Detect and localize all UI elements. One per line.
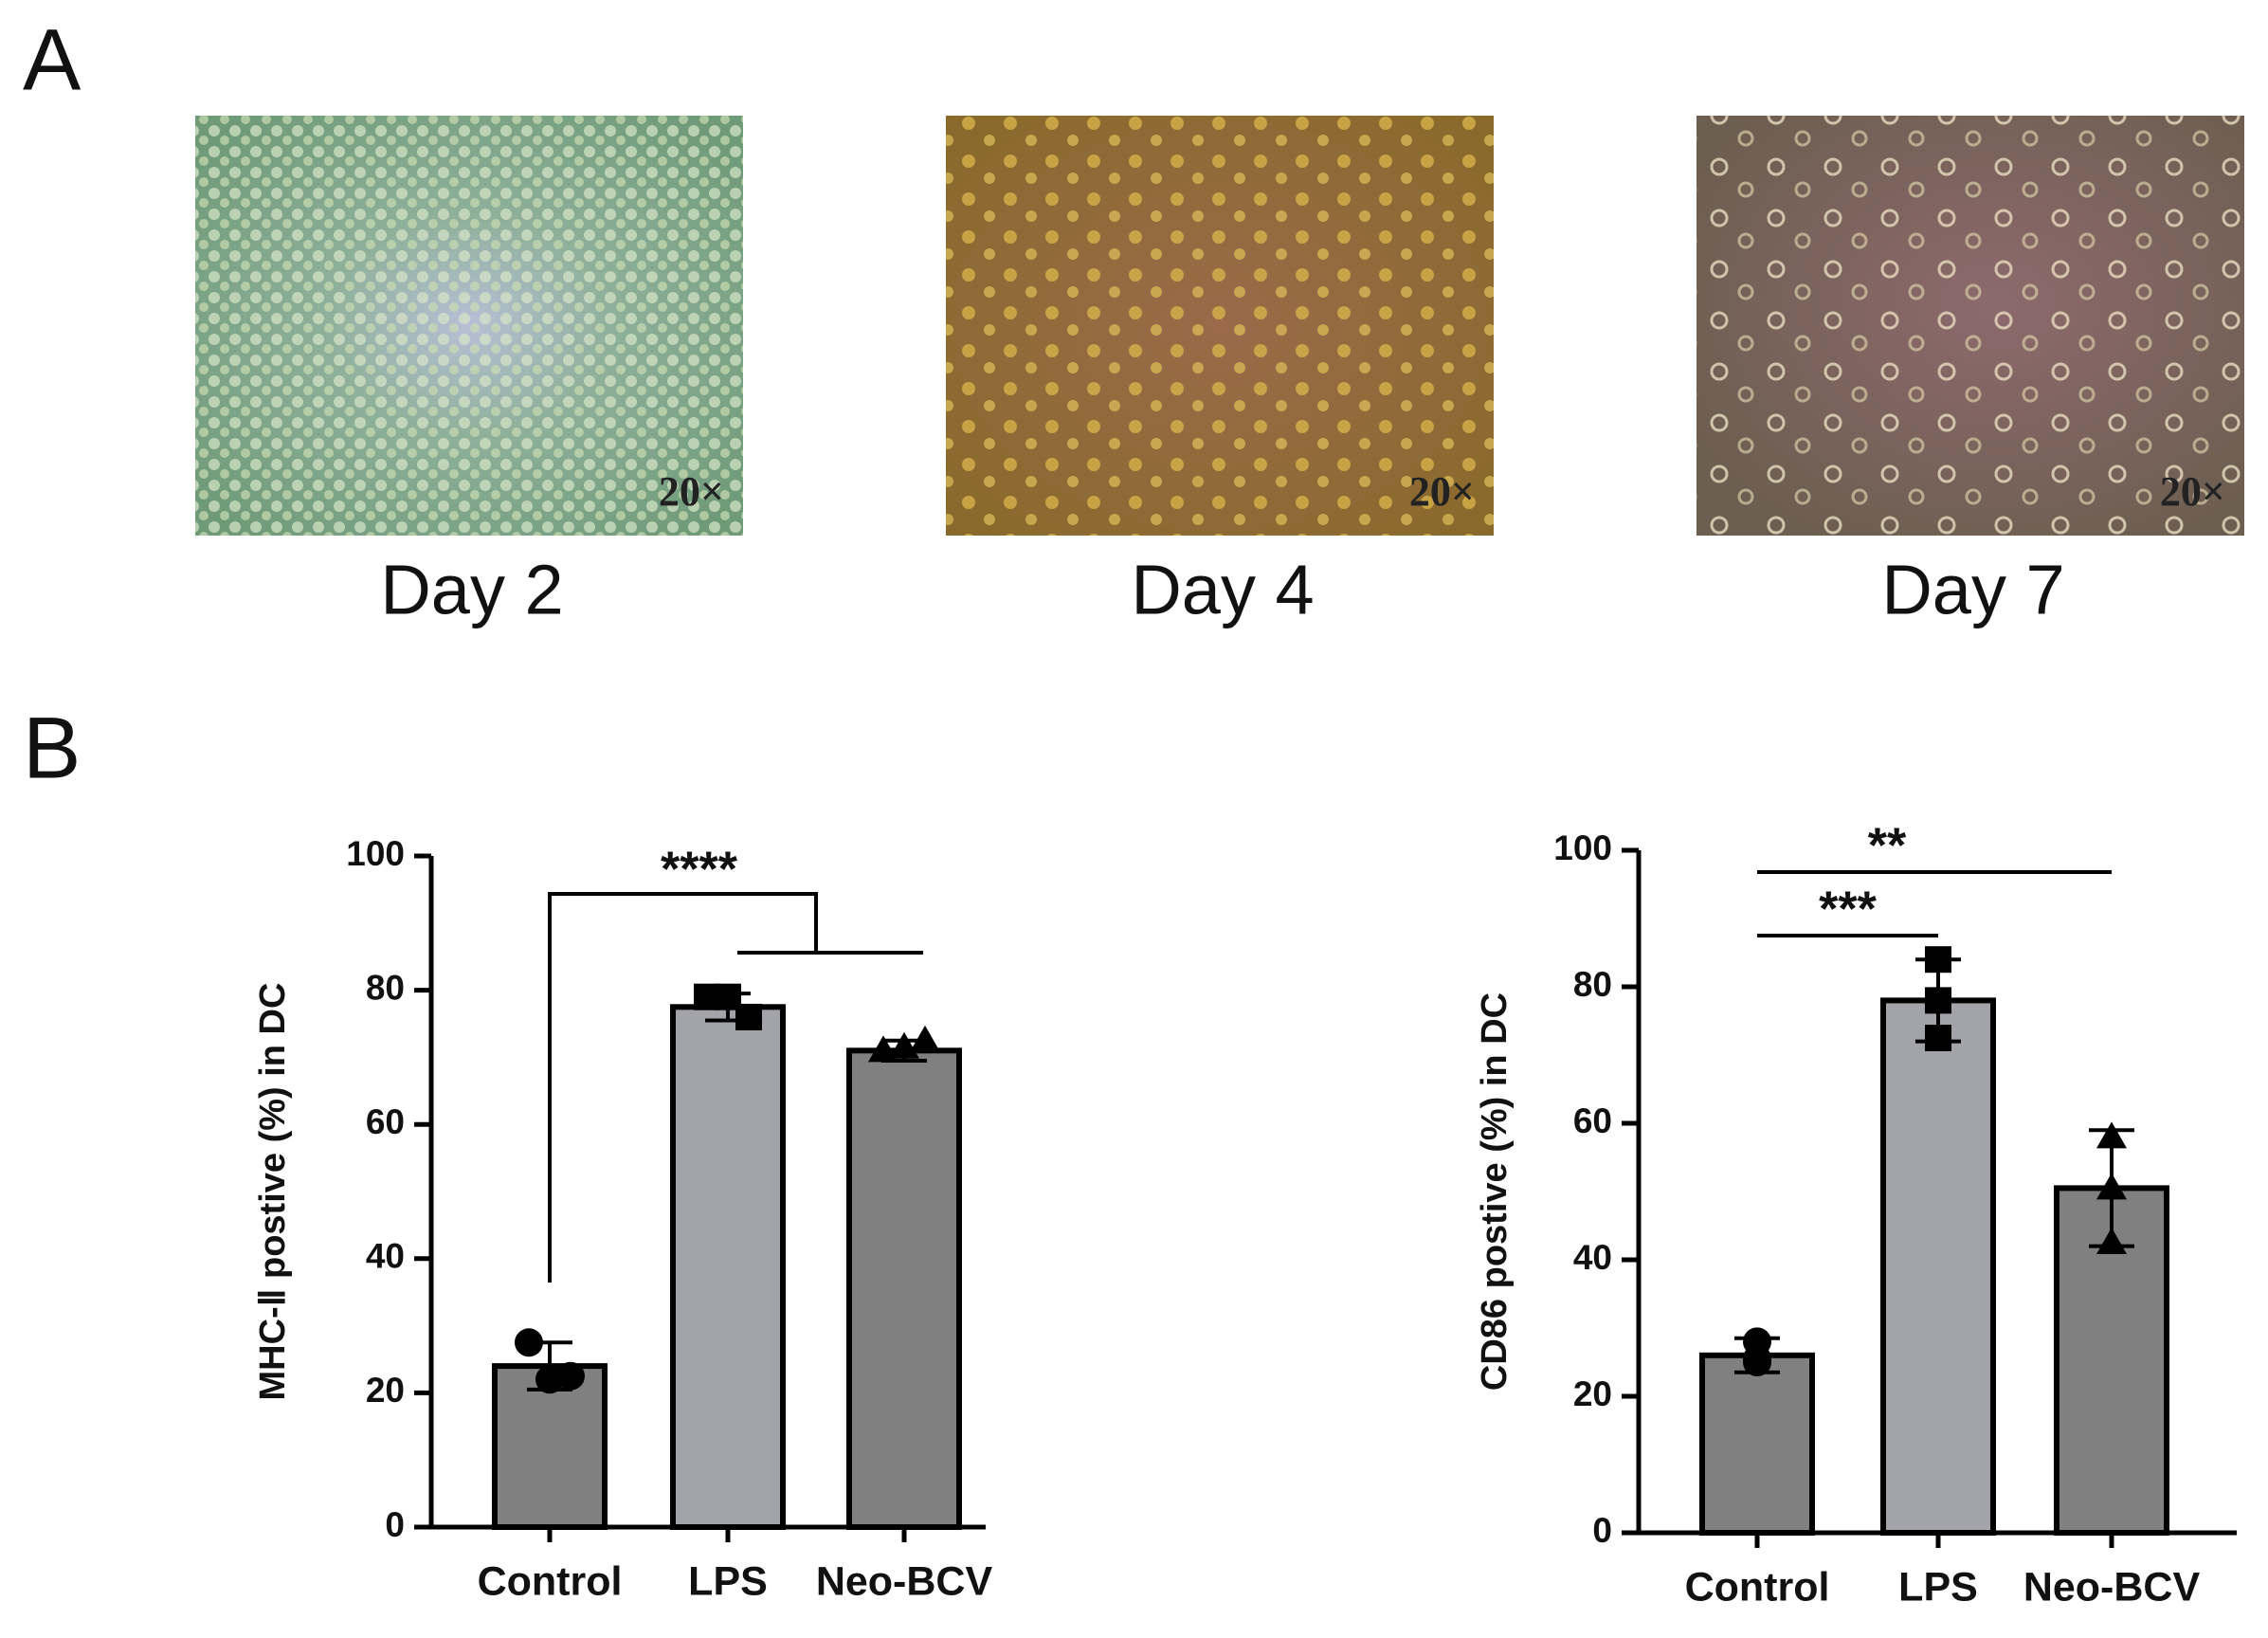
y-tick-label: 60 (366, 1102, 405, 1141)
y-tick-label: 0 (1592, 1511, 1612, 1550)
y-axis-label: CD86 postive (%) in DC (1475, 992, 1515, 1391)
y-tick-label: 20 (366, 1371, 405, 1410)
y-tick-label: 80 (1573, 965, 1612, 1004)
micrograph-cells (946, 116, 1494, 536)
x-tick-label: Control (478, 1558, 623, 1604)
data-point (1743, 1344, 1771, 1374)
data-point (910, 1025, 940, 1052)
bar (1699, 1352, 1815, 1537)
y-tick-label: 80 (366, 968, 405, 1007)
data-point (515, 1328, 543, 1357)
y-tick-label: 100 (346, 834, 405, 873)
bar (670, 1004, 786, 1531)
bar (846, 1047, 962, 1530)
micrograph-cells (1696, 116, 2244, 536)
y-tick-label: 40 (1573, 1238, 1612, 1277)
magnification: 20× (1409, 468, 1475, 515)
data-point (535, 1365, 564, 1394)
charts: 0 20 40 60 80 100 MHC-Ⅱ postive (%) in DC Contr… (253, 819, 2237, 1610)
magnification: 20× (2160, 468, 2225, 515)
bar (1880, 997, 1996, 1536)
panel-label: A (23, 11, 82, 108)
y-tick-label: 20 (1573, 1374, 1612, 1413)
micrograph-cells (195, 116, 743, 536)
caption: Day 2 (380, 551, 563, 629)
data-point (1925, 987, 1951, 1014)
significance-label: **** (661, 843, 738, 898)
significance-label: *** (1819, 883, 1877, 937)
y-tick-label: 100 (1553, 828, 1612, 867)
y-tick-label: 60 (1573, 1101, 1612, 1140)
y-tick-label: 40 (366, 1237, 405, 1276)
significance-label: ** (1868, 819, 1907, 874)
x-tick-label: LPS (1898, 1564, 1978, 1610)
significance-bracket (548, 892, 923, 1283)
y-axis-label: MHC-Ⅱ postive (%) in DC (253, 983, 293, 1401)
y-tick-label: 0 (385, 1505, 405, 1544)
x-tick-label: LPS (688, 1558, 768, 1604)
caption: Day 4 (1131, 551, 1314, 629)
micrographs: 20× Day 2 20× Day 4 20× Day 7 (195, 116, 2244, 629)
data-point (2096, 1228, 2127, 1254)
x-tick-label: Control (1685, 1564, 1830, 1610)
data-point (889, 1031, 919, 1059)
x-tick-label: Neo-BCV (816, 1558, 993, 1604)
data-point (1925, 1025, 1951, 1051)
data-point (1925, 946, 1951, 974)
data-point (735, 1003, 762, 1030)
data-point (2096, 1173, 2127, 1200)
magnification: 20× (659, 468, 724, 515)
data-point (556, 1361, 585, 1391)
caption: Day 7 (1881, 551, 2064, 629)
x-tick-label: Neo-BCV (2023, 1564, 2201, 1610)
data-point (2096, 1121, 2127, 1149)
panel-label: B (23, 700, 81, 796)
